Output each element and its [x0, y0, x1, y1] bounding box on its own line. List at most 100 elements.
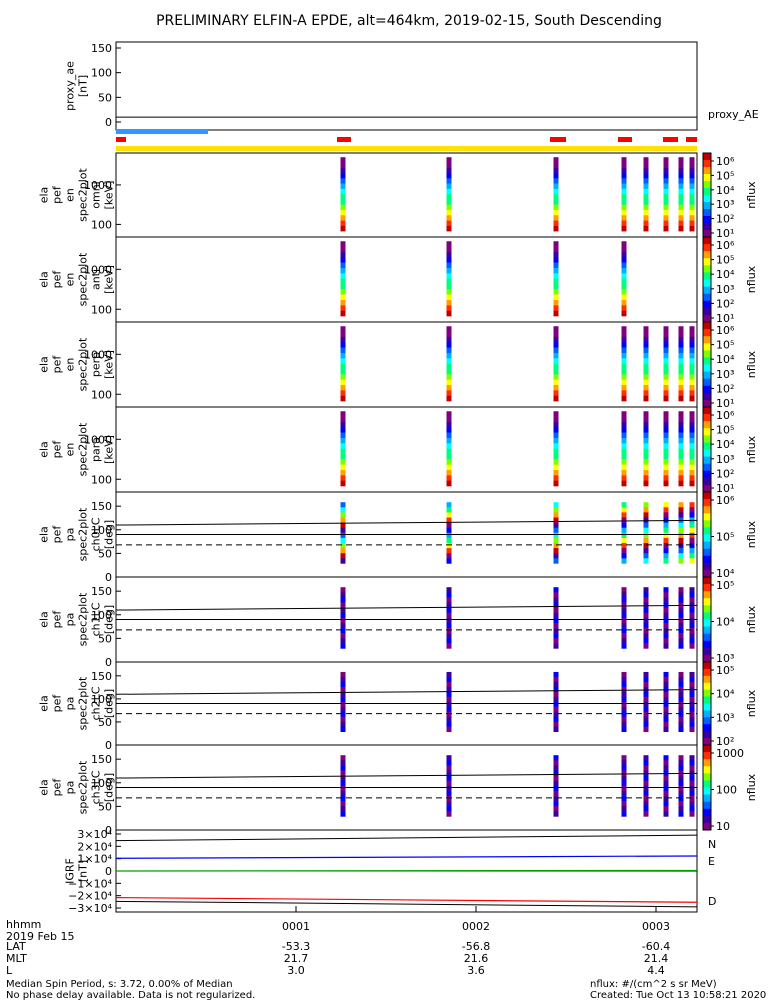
- colorbar-segment: [703, 275, 711, 280]
- y-tick-label: 100: [91, 609, 112, 622]
- spectrogram-cell: [621, 721, 627, 728]
- spectrogram-cell: [553, 352, 559, 359]
- colorbar-tick-label: 10⁵: [716, 579, 734, 592]
- spectrogram-cell: [689, 681, 695, 688]
- y-axis-label: perp: [90, 352, 103, 377]
- spectrogram-cell: [678, 411, 684, 417]
- spectrogram-cell: [553, 257, 559, 263]
- spectrogram-cell: [643, 706, 649, 713]
- colorbar-segment: [703, 191, 711, 196]
- spectrogram-cell: [663, 721, 669, 728]
- spectrogram-cell: [446, 411, 452, 417]
- colorbar-segment: [703, 598, 711, 603]
- colorbar-tick-label: 10⁴: [716, 268, 735, 281]
- spectrogram-cell: [663, 194, 669, 200]
- spectrogram-cell: [678, 617, 684, 624]
- y-tick-label: 100: [91, 524, 112, 537]
- spectrogram-cell: [643, 785, 649, 792]
- spectrogram-cell: [446, 796, 452, 802]
- spectrogram-cell: [689, 711, 695, 718]
- colorbar-segment: [703, 577, 711, 582]
- spectrogram-cell: [340, 173, 346, 179]
- spectrogram-cell: [553, 464, 559, 471]
- spectrogram-cell: [621, 183, 627, 190]
- spectrogram-cell: [553, 342, 559, 348]
- colorbar-segment: [703, 357, 711, 362]
- spectrogram-cell: [553, 305, 559, 312]
- spectrogram-cell: [678, 368, 684, 375]
- colorbar-segment: [703, 662, 711, 666]
- spectrogram-cell: [643, 162, 649, 169]
- y-tick-label: 0: [105, 739, 112, 752]
- y-axis-label: spec2plot: [77, 337, 90, 391]
- spectrogram-cell: [553, 755, 559, 761]
- spectrogram-cell: [553, 220, 559, 227]
- spectrogram-cell: [446, 273, 452, 279]
- spectrogram-cell: [678, 691, 684, 698]
- spectrogram-cell: [663, 363, 669, 370]
- colorbar-segment: [703, 233, 711, 238]
- spectrogram-cell: [689, 512, 695, 518]
- spectrogram-cell: [678, 421, 684, 428]
- colorbar-tick-label: 10⁴: [716, 353, 735, 366]
- spectrogram-cell: [689, 459, 695, 465]
- spectrogram-cell: [663, 173, 669, 179]
- spectrogram-cell: [340, 194, 346, 200]
- spectrogram-cell: [340, 385, 346, 391]
- y-tick-label: 100: [91, 388, 112, 401]
- spectrogram-cell: [663, 780, 669, 787]
- x-row-label: L: [6, 964, 13, 977]
- spectrogram-cell: [663, 755, 669, 761]
- y-axis-label: ela: [38, 526, 51, 543]
- spectrogram-cell: [553, 347, 559, 354]
- colorbar-tick-label: 10¹: [716, 227, 734, 240]
- spectrogram-cell: [621, 385, 627, 391]
- colorbar-segment: [703, 350, 711, 355]
- spectrogram-cell: [340, 617, 346, 624]
- y-axis-label: [keV]: [103, 435, 116, 464]
- colorbar-segment: [703, 672, 711, 677]
- spectrogram-cell: [643, 326, 649, 332]
- spectrogram-cell: [621, 204, 627, 211]
- spectrogram-cell: [678, 696, 684, 703]
- spectrogram-cell: [446, 162, 452, 169]
- spectrogram-cell: [689, 363, 695, 370]
- spectrogram-cell: [689, 537, 695, 544]
- spectrogram-cell: [553, 326, 559, 332]
- science-zone-bar: [116, 129, 208, 134]
- spectrogram-cell: [621, 379, 627, 386]
- colorbar-tick-label: 10⁵: [716, 169, 734, 182]
- spectrogram-cell: [340, 587, 346, 593]
- spectrogram-cell: [621, 432, 627, 439]
- spectrogram-cell: [643, 537, 649, 544]
- panel-frame: [115, 152, 698, 238]
- spectrogram-cell: [340, 347, 346, 354]
- spectrogram-cell: [446, 342, 452, 348]
- y-axis-label: [keV]: [103, 350, 116, 379]
- spectrogram-cell: [663, 765, 669, 771]
- spectrogram-cell: [689, 352, 695, 359]
- colorbar-tick-label: 10⁶: [716, 409, 735, 422]
- spectrogram-cell: [689, 379, 695, 386]
- spectrogram-cell: [643, 726, 649, 733]
- colorbar-segment: [703, 538, 711, 543]
- spectrogram-cell: [340, 502, 346, 508]
- spectrogram-cell: [446, 379, 452, 386]
- y-axis-label: ela: [38, 187, 51, 204]
- colorbar-segment: [703, 731, 711, 736]
- spectrogram-cell: [340, 696, 346, 703]
- spectrogram-cell: [553, 628, 559, 634]
- spectrogram-cell: [446, 480, 452, 487]
- spectrogram-cell: [553, 512, 559, 518]
- spectrogram-cell: [621, 199, 627, 206]
- spectrogram-cell: [663, 204, 669, 211]
- spectrogram-cell: [553, 310, 559, 317]
- spectrogram-cell: [689, 811, 695, 817]
- y-axis-label: pa: [64, 528, 77, 542]
- colorbar-label: nflux: [745, 689, 758, 717]
- spectrogram-cell: [340, 681, 346, 688]
- spectrogram-cell: [621, 811, 627, 817]
- spectrogram-cell: [621, 257, 627, 263]
- spectrogram-cell: [446, 241, 452, 247]
- y-axis-label: ch3LC: [90, 770, 103, 804]
